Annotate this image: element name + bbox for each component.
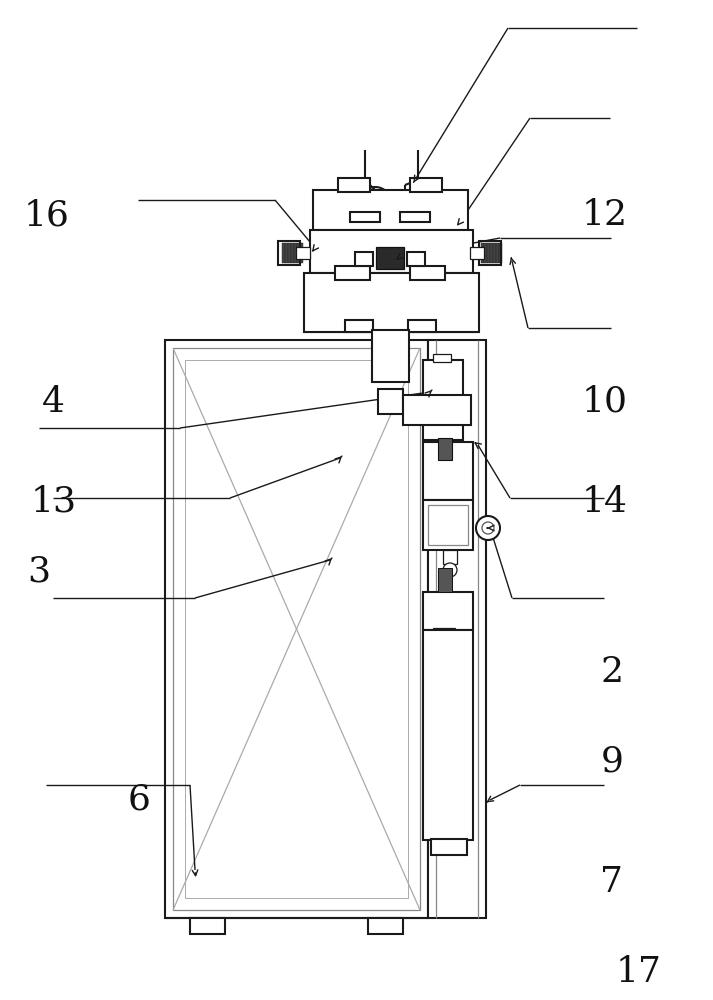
Bar: [493, 243, 496, 263]
Circle shape: [476, 516, 500, 540]
Bar: [376, 247, 404, 269]
Bar: [479, 241, 501, 265]
Bar: [338, 178, 370, 192]
Bar: [335, 266, 370, 280]
Text: 4: 4: [42, 385, 65, 419]
Bar: [185, 360, 408, 898]
Circle shape: [443, 563, 457, 577]
Bar: [345, 320, 373, 332]
Bar: [423, 630, 473, 840]
Bar: [428, 340, 486, 918]
Bar: [428, 505, 468, 545]
Bar: [291, 243, 294, 263]
Text: 6: 6: [128, 783, 150, 817]
Bar: [165, 340, 428, 918]
Bar: [470, 247, 484, 259]
Bar: [487, 243, 490, 263]
Bar: [438, 438, 452, 460]
Bar: [310, 230, 473, 273]
Text: 3: 3: [28, 555, 51, 589]
Bar: [481, 243, 483, 263]
Text: 7: 7: [600, 865, 623, 899]
Bar: [304, 273, 479, 332]
Bar: [288, 243, 290, 263]
Bar: [484, 243, 486, 263]
Bar: [297, 243, 299, 263]
Bar: [408, 320, 436, 332]
Text: 10: 10: [582, 385, 627, 419]
Bar: [423, 360, 463, 440]
Bar: [423, 592, 473, 630]
Bar: [313, 190, 468, 230]
Bar: [423, 442, 473, 500]
Bar: [282, 243, 284, 263]
Text: 9: 9: [600, 745, 623, 779]
Text: 14: 14: [582, 485, 627, 519]
Bar: [400, 212, 430, 222]
Bar: [438, 568, 452, 592]
Text: 16: 16: [24, 198, 69, 232]
Bar: [431, 839, 467, 855]
Circle shape: [482, 522, 494, 534]
Bar: [407, 252, 425, 266]
Bar: [190, 918, 225, 934]
Bar: [403, 395, 471, 425]
Bar: [433, 354, 451, 362]
Bar: [296, 247, 310, 259]
Bar: [423, 500, 473, 550]
Bar: [378, 389, 403, 414]
Bar: [490, 243, 493, 263]
Bar: [410, 266, 445, 280]
Bar: [368, 918, 403, 934]
Bar: [278, 241, 300, 265]
Bar: [496, 243, 498, 263]
Bar: [355, 252, 373, 266]
Text: 13: 13: [31, 485, 76, 519]
Bar: [410, 178, 442, 192]
Text: 12: 12: [582, 198, 627, 232]
Bar: [350, 212, 380, 222]
Bar: [433, 628, 455, 642]
Bar: [499, 243, 501, 263]
Bar: [443, 550, 457, 564]
Bar: [294, 243, 297, 263]
Bar: [173, 348, 420, 910]
Bar: [300, 243, 302, 263]
Text: 17: 17: [615, 955, 661, 989]
Bar: [372, 330, 409, 382]
Bar: [285, 243, 287, 263]
Text: 2: 2: [600, 655, 623, 689]
